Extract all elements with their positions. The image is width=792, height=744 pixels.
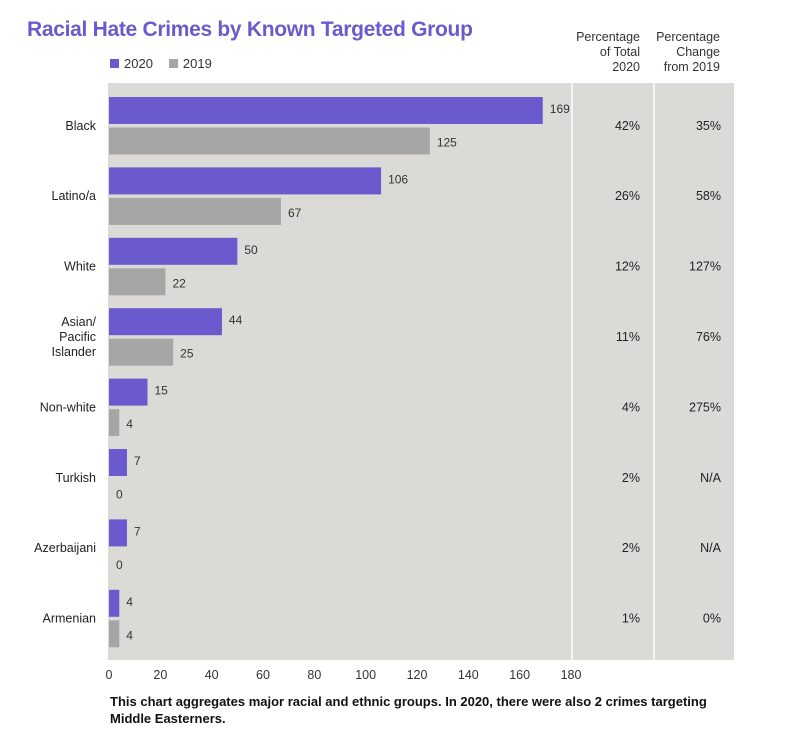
x-tick-label: 20 bbox=[153, 668, 167, 682]
data-label-2020: 50 bbox=[244, 243, 258, 257]
x-tick-label: 180 bbox=[561, 668, 582, 682]
bar-2019 bbox=[109, 409, 120, 437]
bar-2019 bbox=[109, 197, 281, 225]
column-header-pct-change-line: Change bbox=[676, 45, 720, 59]
category-label: Armenian bbox=[43, 612, 97, 626]
bar-2020 bbox=[109, 378, 148, 406]
data-label-2019: 4 bbox=[126, 417, 133, 431]
legend-swatch-2019 bbox=[168, 59, 178, 68]
legend-swatch-2020 bbox=[110, 59, 119, 68]
pct-change-value: 58% bbox=[696, 189, 721, 203]
category-label: Azerbaijani bbox=[34, 541, 96, 555]
pct-change-value: 275% bbox=[689, 400, 721, 414]
data-label-2020: 7 bbox=[134, 454, 141, 468]
legend-label-2019: 2019 bbox=[182, 56, 212, 71]
category-label: Non-white bbox=[40, 400, 96, 414]
column-header-pct-total-line: Percentage bbox=[576, 30, 640, 44]
category-label: Pacific bbox=[59, 330, 96, 344]
data-label-2020: 15 bbox=[155, 384, 169, 398]
category-label: Latino/a bbox=[52, 189, 97, 203]
x-tick-label: 160 bbox=[509, 668, 530, 682]
pct-total-value: 12% bbox=[615, 260, 640, 274]
bar-2020 bbox=[109, 519, 127, 547]
data-label-2019: 22 bbox=[172, 276, 186, 290]
data-label-2020: 4 bbox=[126, 595, 133, 609]
bar-2020 bbox=[109, 97, 543, 124]
column-header-pct-change-line: from 2019 bbox=[663, 60, 720, 74]
x-tick-label: 80 bbox=[307, 668, 321, 682]
column-header-pct-change-line: Percentage bbox=[656, 30, 720, 44]
category-label: Turkish bbox=[55, 471, 96, 485]
data-label-2020: 44 bbox=[229, 313, 243, 327]
column-header-pct-total-line: of Total bbox=[599, 45, 640, 59]
data-label-2019: 0 bbox=[116, 488, 123, 502]
x-tick-label: 0 bbox=[106, 668, 113, 682]
bar-2020 bbox=[109, 589, 120, 617]
data-label-2019: 125 bbox=[437, 136, 457, 150]
legend-item-2019: 2019 bbox=[168, 56, 212, 71]
pct-change-value: 127% bbox=[689, 260, 721, 274]
pct-total-value: 1% bbox=[622, 612, 640, 626]
pct-change-value: N/A bbox=[700, 541, 722, 555]
x-tick-label: 120 bbox=[407, 668, 428, 682]
bar-2019 bbox=[109, 127, 430, 155]
pct-change-value: 35% bbox=[696, 119, 721, 133]
data-label-2019: 67 bbox=[288, 206, 302, 220]
legend-item-2020: 2020 bbox=[110, 56, 153, 71]
bar-2020 bbox=[109, 237, 238, 265]
pct-total-value: 2% bbox=[622, 471, 640, 485]
category-label: Islander bbox=[52, 345, 96, 359]
pct-total-value: 4% bbox=[622, 400, 640, 414]
bar-2019 bbox=[109, 620, 120, 648]
bar-2020 bbox=[109, 167, 382, 195]
chart-title: Racial Hate Crimes by Known Targeted Gro… bbox=[27, 18, 473, 41]
footnote: This chart aggregates major racial and e… bbox=[110, 694, 707, 726]
x-tick-label: 60 bbox=[256, 668, 270, 682]
category-label: White bbox=[64, 260, 96, 274]
pct-change-value: 0% bbox=[703, 612, 721, 626]
legend: 2020 2019 bbox=[110, 56, 212, 71]
column-header-pct-change: Percentage Change from 2019 bbox=[640, 30, 720, 75]
data-label-2019: 4 bbox=[126, 628, 133, 642]
x-tick-label: 100 bbox=[355, 668, 376, 682]
data-label-2019: 25 bbox=[180, 347, 194, 361]
data-label-2020: 169 bbox=[550, 102, 570, 116]
data-label-2020: 106 bbox=[388, 172, 408, 186]
data-label-2019: 0 bbox=[116, 558, 123, 572]
category-label: Black bbox=[65, 119, 96, 133]
pct-total-value: 11% bbox=[616, 330, 640, 344]
column-header-pct-total: Percentage of Total 2020 bbox=[560, 30, 640, 75]
data-label-2020: 7 bbox=[134, 524, 141, 538]
bar-2020 bbox=[109, 449, 127, 476]
pct-total-value: 26% bbox=[615, 189, 640, 203]
bar-2020 bbox=[109, 308, 222, 336]
column-header-pct-total-line: 2020 bbox=[612, 60, 640, 74]
x-tick-label: 140 bbox=[458, 668, 479, 682]
pct-change-value: 76% bbox=[696, 330, 721, 344]
pct-total-value: 42% bbox=[615, 119, 640, 133]
category-label: Asian/ bbox=[61, 315, 96, 329]
x-tick-label: 40 bbox=[205, 668, 219, 682]
legend-label-2020: 2020 bbox=[124, 56, 153, 71]
bar-2019 bbox=[109, 268, 166, 296]
pct-change-value: N/A bbox=[700, 471, 722, 485]
bar-2019 bbox=[109, 338, 174, 366]
pct-total-value: 2% bbox=[622, 541, 640, 555]
